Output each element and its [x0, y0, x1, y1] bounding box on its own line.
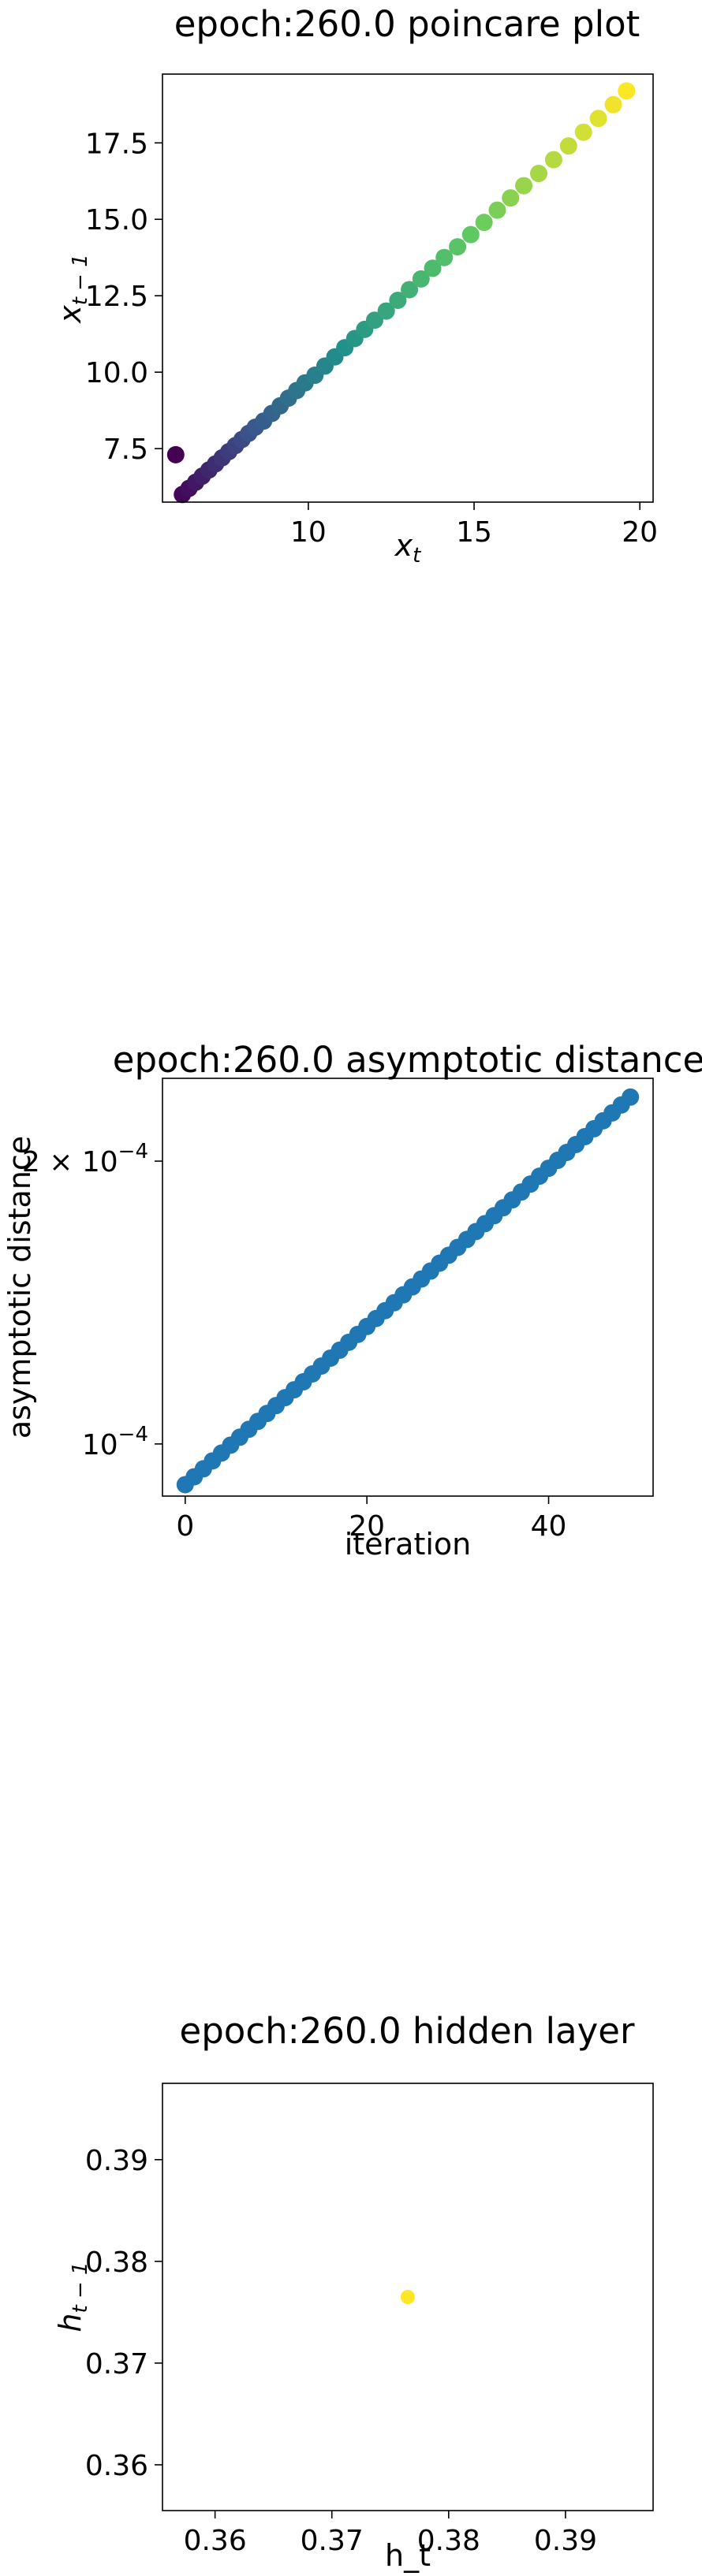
- x-tick-label: 0.39: [534, 2525, 597, 2557]
- x-tick-label: 15: [456, 516, 492, 549]
- poincare-point: [389, 292, 407, 310]
- poincare-point: [502, 189, 520, 207]
- poincare-point: [365, 311, 383, 329]
- y-tick-label: 0.36: [85, 2450, 148, 2482]
- poincare-point: [166, 445, 185, 463]
- poincare-point: [559, 137, 577, 155]
- asymptotic-distance-title: epoch:260.0 asymptotic distance: [113, 1039, 702, 1081]
- asymptotic-distance-x-ticks: 0 20 40: [176, 1496, 566, 1543]
- y-tick-label: 0.38: [85, 2247, 148, 2279]
- asymptotic-distance-frame: [162, 1078, 654, 1497]
- y-tick-label: 0.37: [85, 2348, 148, 2381]
- poincare-plot-frame: [162, 73, 654, 503]
- poincare-point: [515, 177, 533, 195]
- poincare-point: [475, 214, 493, 232]
- poincare-x-ticks: 10 15 20: [290, 502, 658, 549]
- poincare-point: [435, 248, 454, 266]
- hidden-layer-x-ticks: 0.36 0.37 0.38 0.39: [184, 2511, 597, 2557]
- poincare-point: [604, 95, 622, 114]
- x-tick-label: 0: [176, 1510, 194, 1543]
- asymptotic-distance-x-axis-label: iteration: [345, 1527, 472, 1562]
- asymptotic-distance-chart: epoch:260.0 asymptotic distance 0 20 40 10…: [2, 1039, 702, 1562]
- hidden-layer-frame: [162, 2083, 654, 2511]
- hidden-layer-points: [401, 2290, 415, 2304]
- x-tick-label: 20: [349, 1510, 385, 1543]
- poincare-point: [589, 110, 607, 128]
- asymptotic-distance-y-axis-label: asymptotic distance: [2, 1136, 37, 1439]
- x-tick-label: 0.37: [301, 2525, 364, 2557]
- hidden-layer-point: [401, 2290, 415, 2304]
- hidden-layer-title: epoch:260.0 hidden layer: [180, 2010, 635, 2052]
- hidden-layer-chart: epoch:260.0 hidden layer 0.36 0.37 0.38 0.3…: [53, 2010, 654, 2573]
- poincare-point: [544, 151, 562, 169]
- poincare-point: [424, 259, 442, 277]
- asymptotic-distance-point: [622, 1088, 640, 1106]
- x-tick-label: 10: [290, 516, 327, 549]
- poincare-point: [401, 281, 419, 299]
- x-tick-label: 20: [622, 516, 658, 549]
- poincare-y-axis-label: xt − 1: [53, 254, 92, 324]
- poincare-x-axis-label: xt: [394, 528, 422, 568]
- hidden-layer-y-axis-label: ht − 1: [53, 2261, 92, 2332]
- asymptotic-distance-points: [176, 1088, 640, 1494]
- x-tick-label: 0.38: [417, 2525, 480, 2557]
- poincare-plot-title: epoch:260.0 poincare plot: [174, 3, 640, 45]
- poincare-point: [412, 270, 430, 288]
- hidden-layer-x-axis-label: h_t: [385, 2538, 431, 2573]
- poincare-point: [618, 82, 636, 100]
- y-tick-label: 17.5: [85, 128, 148, 160]
- x-tick-label: 40: [531, 1510, 567, 1543]
- poincare-point: [461, 225, 480, 244]
- y-tick-label: 7.5: [103, 434, 148, 466]
- hidden-layer-y-ticks: 0.36 0.37 0.38 0.39: [85, 2145, 162, 2482]
- y-tick-label: 0.39: [85, 2145, 148, 2177]
- y-tick-label: 10−4: [82, 1423, 148, 1461]
- poincare-points: [166, 82, 636, 504]
- poincare-point: [449, 238, 467, 256]
- y-tick-label: 10.0: [85, 357, 148, 389]
- poincare-y-ticks: 7.5 10.0 12.5 15.0 17.5: [85, 128, 162, 466]
- poincare-point: [488, 201, 506, 219]
- y-tick-label: 2 × 10−4: [22, 1140, 148, 1178]
- poincare-point: [377, 302, 395, 320]
- asymptotic-distance-y-ticks: 10−4 2 × 10−4: [22, 1140, 162, 1461]
- y-tick-label: 12.5: [85, 281, 148, 313]
- poincare-point: [530, 165, 548, 183]
- poincare-plot-chart: epoch:260.0 poincare plot 10 15 20 7.5 10.0…: [53, 3, 658, 568]
- poincare-point: [574, 123, 592, 141]
- y-tick-label: 15.0: [85, 204, 148, 236]
- x-tick-label: 0.36: [184, 2525, 247, 2557]
